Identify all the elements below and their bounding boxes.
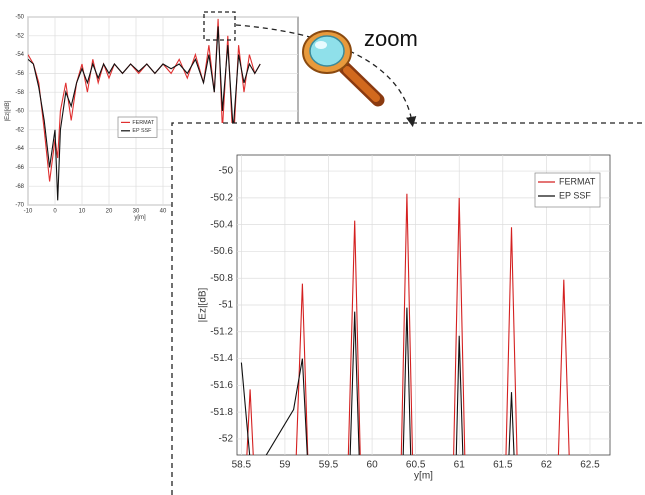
x-axis-label: y[m]: [414, 471, 433, 482]
y-tick-label: -66: [15, 165, 24, 171]
y-tick-label: -51: [219, 300, 234, 311]
x-tick-label: 10: [79, 209, 86, 215]
magnifier-icon: [302, 30, 385, 107]
y-tick-label: -50.4: [210, 219, 233, 230]
x-tick-label: 60.5: [406, 460, 426, 471]
y-tick-label: -50.6: [210, 246, 233, 257]
y-axis-label: |Ez|[dB]: [198, 287, 209, 322]
y-tick-label: -50: [219, 166, 234, 177]
legend-label: FERMAT: [559, 176, 596, 186]
y-tick-label: -50.2: [210, 192, 233, 203]
x-tick-label: 61: [454, 460, 466, 471]
y-tick-label: -51.6: [210, 380, 233, 391]
y-tick-label: -51.2: [210, 326, 233, 337]
y-tick-label: -60: [15, 109, 24, 115]
y-tick-label: -51.4: [210, 353, 233, 364]
y-tick-label: -50: [15, 15, 24, 21]
x-tick-label: 0: [53, 209, 57, 215]
y-tick-label: -56: [15, 71, 24, 77]
x-tick-label: 59: [279, 460, 291, 471]
x-tick-label: 62.5: [580, 460, 600, 471]
y-tick-label: -64: [15, 146, 24, 152]
y-tick-label: -70: [15, 203, 24, 209]
x-tick-label: 62: [541, 460, 553, 471]
legend-label: EP SSF: [132, 128, 152, 134]
x-tick-label: 20: [106, 209, 113, 215]
zoom-frame: [171, 122, 645, 495]
data-line: [28, 26, 261, 201]
x-tick-label: 40: [160, 209, 167, 215]
x-tick-label: 30: [133, 209, 140, 215]
y-tick-label: -62: [15, 127, 24, 133]
x-tick-label: 61.5: [493, 460, 513, 471]
zoom-chart: 58.5 59 59.5 60 60.5 61 61.5 62 62.5 -50 -50.2 -50.…: [198, 154, 611, 482]
x-axis-label: y[m]: [134, 215, 146, 221]
legend-label: FERMAT: [132, 120, 154, 126]
y-tick-label: -50.8: [210, 273, 233, 284]
x-tick-label: -10: [24, 209, 33, 215]
zoom-label: zoom: [364, 26, 418, 51]
x-tick-label: 58.5: [232, 460, 252, 471]
legend-box: [534, 172, 601, 208]
y-axis-label: |Ez|[dB]: [5, 100, 11, 121]
y-tick-label: -68: [15, 184, 24, 190]
y-tick-label: -52: [219, 434, 234, 445]
zoom-box: [203, 11, 236, 41]
x-tick-label: 59.5: [319, 460, 339, 471]
y-tick-label: -54: [15, 52, 24, 58]
y-tick-label: -52: [15, 33, 24, 39]
y-tick-label: -51.8: [210, 407, 233, 418]
overview-chart: -10 0 10 20 30 40 -50 -52 -54 -56 -58 -60 -62 -64 -66 -…: [5, 15, 299, 221]
data-line: [246, 193, 570, 455]
x-tick-label: 60: [367, 460, 379, 471]
data-line: [240, 307, 515, 455]
y-tick-label: -58: [15, 90, 24, 96]
legend-label: EP SSF: [559, 190, 591, 200]
